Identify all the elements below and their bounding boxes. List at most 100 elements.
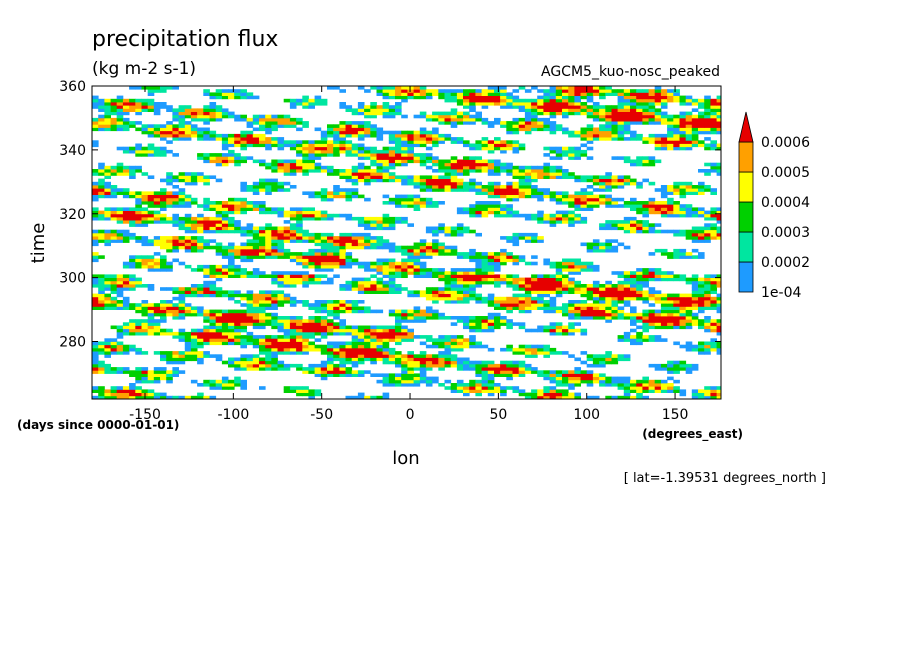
- heatmap-cell: [543, 300, 550, 304]
- heatmap-cell: [302, 280, 309, 285]
- heatmap-cell: [531, 287, 538, 291]
- heatmap-cell: [314, 280, 322, 285]
- heatmap-cell: [710, 306, 717, 310]
- heatmap-cell: [308, 153, 315, 157]
- heatmap-cell: [518, 146, 526, 151]
- heatmap-cell: [512, 287, 520, 291]
- heatmap-cell: [147, 143, 155, 148]
- heatmap-cell: [395, 264, 402, 269]
- heatmap-cell: [141, 102, 149, 106]
- heatmap-cell: [654, 223, 662, 227]
- heatmap-cell: [506, 252, 513, 256]
- heatmap-cell: [265, 335, 272, 339]
- heatmap-cell: [432, 188, 439, 192]
- heatmap-cell: [314, 331, 322, 336]
- heatmap-cell: [345, 287, 353, 291]
- heatmap-cell: [345, 261, 353, 266]
- heatmap-cell: [450, 363, 458, 368]
- heatmap-cell: [469, 322, 476, 326]
- heatmap-cell: [617, 117, 625, 122]
- heatmap-cell: [320, 137, 328, 141]
- heatmap-cell: [425, 117, 433, 122]
- heatmap-cell: [481, 162, 489, 167]
- heatmap-cell: [531, 178, 538, 183]
- heatmap-cell: [419, 319, 427, 323]
- heatmap-cell: [116, 367, 124, 371]
- heatmap-cell: [364, 309, 371, 314]
- heatmap-cell: [339, 303, 346, 307]
- heatmap-cell: [265, 290, 272, 294]
- heatmap-cell: [673, 370, 680, 374]
- heatmap-cell: [190, 178, 198, 183]
- heatmap-cell: [364, 169, 371, 173]
- heatmap-cell: [296, 239, 303, 243]
- heatmap-cell: [531, 370, 538, 374]
- heatmap-cell: [537, 213, 544, 218]
- heatmap-cell: [531, 239, 538, 243]
- heatmap-cell: [153, 197, 161, 202]
- heatmap-cell: [147, 389, 155, 393]
- heatmap-cell: [265, 367, 272, 371]
- heatmap-cell: [339, 130, 346, 135]
- heatmap-cell: [636, 223, 643, 227]
- heatmap-cell: [679, 102, 687, 106]
- heatmap-cell: [314, 373, 322, 377]
- heatmap-cell: [277, 252, 285, 256]
- heatmap-cell: [302, 300, 309, 304]
- heatmap-cell: [98, 127, 105, 132]
- heatmap-cell: [704, 280, 711, 285]
- heatmap-cell: [450, 268, 458, 272]
- heatmap-cell: [592, 373, 600, 377]
- heatmap-cell: [172, 239, 179, 243]
- heatmap-cell: [494, 373, 501, 377]
- heatmap-cell: [129, 216, 136, 221]
- heatmap-cell: [401, 146, 408, 151]
- heatmap-cell: [617, 223, 625, 227]
- heatmap-cell: [240, 245, 247, 250]
- heatmap-cell: [178, 312, 186, 317]
- heatmap-cell: [617, 242, 625, 247]
- heatmap-cell: [333, 306, 340, 310]
- heatmap-cell: [135, 216, 142, 221]
- heatmap-cell: [209, 328, 217, 333]
- heatmap-cell: [116, 117, 124, 122]
- heatmap-cell: [518, 181, 526, 186]
- heatmap-cell: [197, 306, 204, 310]
- heatmap-cell: [289, 146, 297, 151]
- heatmap-cell: [407, 156, 414, 160]
- heatmap-cell: [302, 143, 309, 148]
- heatmap-cell: [265, 236, 272, 240]
- heatmap-cell: [413, 207, 421, 211]
- heatmap-cell: [685, 146, 693, 151]
- heatmap-cell: [382, 264, 390, 269]
- heatmap-cell: [289, 229, 297, 234]
- heatmap-cell: [469, 248, 476, 253]
- heatmap-cell: [407, 354, 414, 358]
- heatmap-cell: [475, 204, 482, 208]
- heatmap-cell: [599, 117, 606, 122]
- heatmap-cell: [500, 252, 507, 256]
- heatmap-cell: [308, 319, 315, 323]
- heatmap-cell: [395, 376, 402, 381]
- heatmap-cell: [611, 300, 619, 304]
- heatmap-cell: [345, 344, 353, 349]
- heatmap-cell: [240, 296, 247, 301]
- heatmap-cell: [691, 306, 699, 310]
- heatmap-cell: [289, 185, 297, 189]
- heatmap-cell: [395, 133, 402, 138]
- heatmap-cell: [654, 133, 662, 138]
- heatmap-cell: [327, 191, 334, 195]
- heatmap-cell: [407, 130, 414, 135]
- heatmap-cell: [630, 105, 637, 109]
- heatmap-cell: [277, 229, 285, 234]
- heatmap-cell: [351, 335, 359, 339]
- heatmap-cell: [617, 386, 625, 390]
- heatmap-cell: [122, 303, 130, 307]
- heatmap-cell: [333, 255, 340, 259]
- heatmap-cell: [580, 370, 588, 374]
- heatmap-cell: [481, 296, 489, 301]
- heatmap-cell: [549, 284, 557, 288]
- heatmap-cell: [302, 284, 309, 288]
- heatmap-cell: [419, 370, 427, 374]
- heatmap-cell: [289, 363, 297, 368]
